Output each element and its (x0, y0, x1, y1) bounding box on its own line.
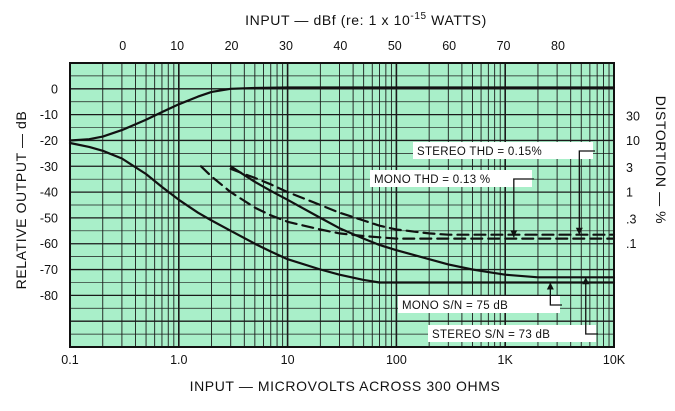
annotation-arrow (582, 277, 590, 285)
y2-tick-labels: 30 10 3 1 .3 .1 (626, 109, 640, 251)
series-line-2 (68, 141, 616, 284)
annotation-label: STEREO S/N = 73 dB (432, 329, 550, 341)
annotation-label: STEREO THD = 0.15% (417, 146, 542, 158)
y-tick-label: -20 (40, 134, 58, 148)
y2-tick-label: .1 (626, 237, 636, 251)
x-tick-label: 100 (386, 353, 407, 367)
annotation-leader (513, 178, 534, 238)
annotation-arrow (546, 282, 554, 290)
y-tick-label: -30 (40, 160, 58, 174)
top-tick-label: 70 (497, 39, 511, 53)
y-tick-label: 0 (51, 82, 58, 96)
top-tick-labels: 0 10 20 30 40 50 60 70 80 (119, 39, 565, 53)
x-tick-label: 0.1 (61, 353, 78, 367)
top-tick-label: 20 (225, 39, 239, 53)
y-tick-label: -40 (40, 186, 58, 200)
annotation-leader (585, 277, 598, 335)
grid-minor (70, 63, 614, 347)
annotation-leader (549, 282, 562, 306)
top-tick-label: 80 (551, 39, 565, 53)
y-axis-title: RELATIVE OUTPUT — dB (13, 111, 29, 290)
x-axis-title: INPUT — MICROVOLTS ACROSS 300 OHMS (190, 378, 501, 394)
y-tick-labels: 0 -10 -20 -30 -40 -50 -60 -70 -80 (40, 82, 58, 303)
annotation-box (428, 325, 596, 342)
grid-major (69, 63, 614, 347)
series-line-1 (68, 86, 616, 142)
y-tick-label: -50 (40, 211, 58, 225)
top-tick-label: 60 (442, 39, 456, 53)
annotation-layer: STEREO THD = 0.15% MONO THD = 0.13 % MONO … (370, 142, 598, 342)
annotation-box (370, 170, 532, 187)
x-tick-label: 10 (281, 353, 295, 367)
series-line-4 (199, 165, 616, 240)
y2-tick-label: 30 (626, 109, 640, 123)
y2-tick-label: 1 (626, 186, 633, 200)
annotation-label: MONO THD = 0.13 % (374, 174, 490, 186)
annotation-box (398, 296, 560, 313)
annotation-label: MONO S/N = 75 dB (402, 300, 508, 312)
y2-tick-label: 3 (626, 161, 633, 175)
annotation-arrow (510, 230, 518, 238)
top-tick-label: 10 (170, 39, 184, 53)
top-tick-label: 30 (279, 39, 293, 53)
plot-frame (69, 62, 615, 348)
series-line-5 (229, 167, 616, 236)
series-layer (68, 86, 616, 284)
y-tick-label: -70 (40, 263, 58, 277)
y-tick-label: -10 (40, 108, 58, 122)
annotation-leader (578, 150, 595, 235)
y2-tick-label: .3 (626, 213, 636, 227)
annotation-arrow (575, 227, 583, 235)
y-tick-label: -80 (40, 289, 58, 303)
y2-axis-title: DISTORTION — % (653, 96, 669, 224)
x-tick-label: 1.0 (170, 353, 187, 367)
x-tick-label: 10K (603, 353, 626, 367)
y2-tick-label: 10 (626, 134, 640, 148)
top-tick-label: 50 (388, 39, 402, 53)
y-tick-label: -60 (40, 237, 58, 251)
top-tick-label: 40 (333, 39, 347, 53)
x-tick-labels: 0.1 1.0 10 100 1K 10K (61, 353, 625, 367)
x-tick-label: 1K (498, 353, 514, 367)
top-tick-label: 0 (119, 39, 126, 53)
top-axis-title: INPUT — dBf (re: 1 x 10-15 WATTS) (245, 11, 487, 28)
series-line-3 (229, 165, 616, 279)
annotation-box (413, 142, 593, 159)
